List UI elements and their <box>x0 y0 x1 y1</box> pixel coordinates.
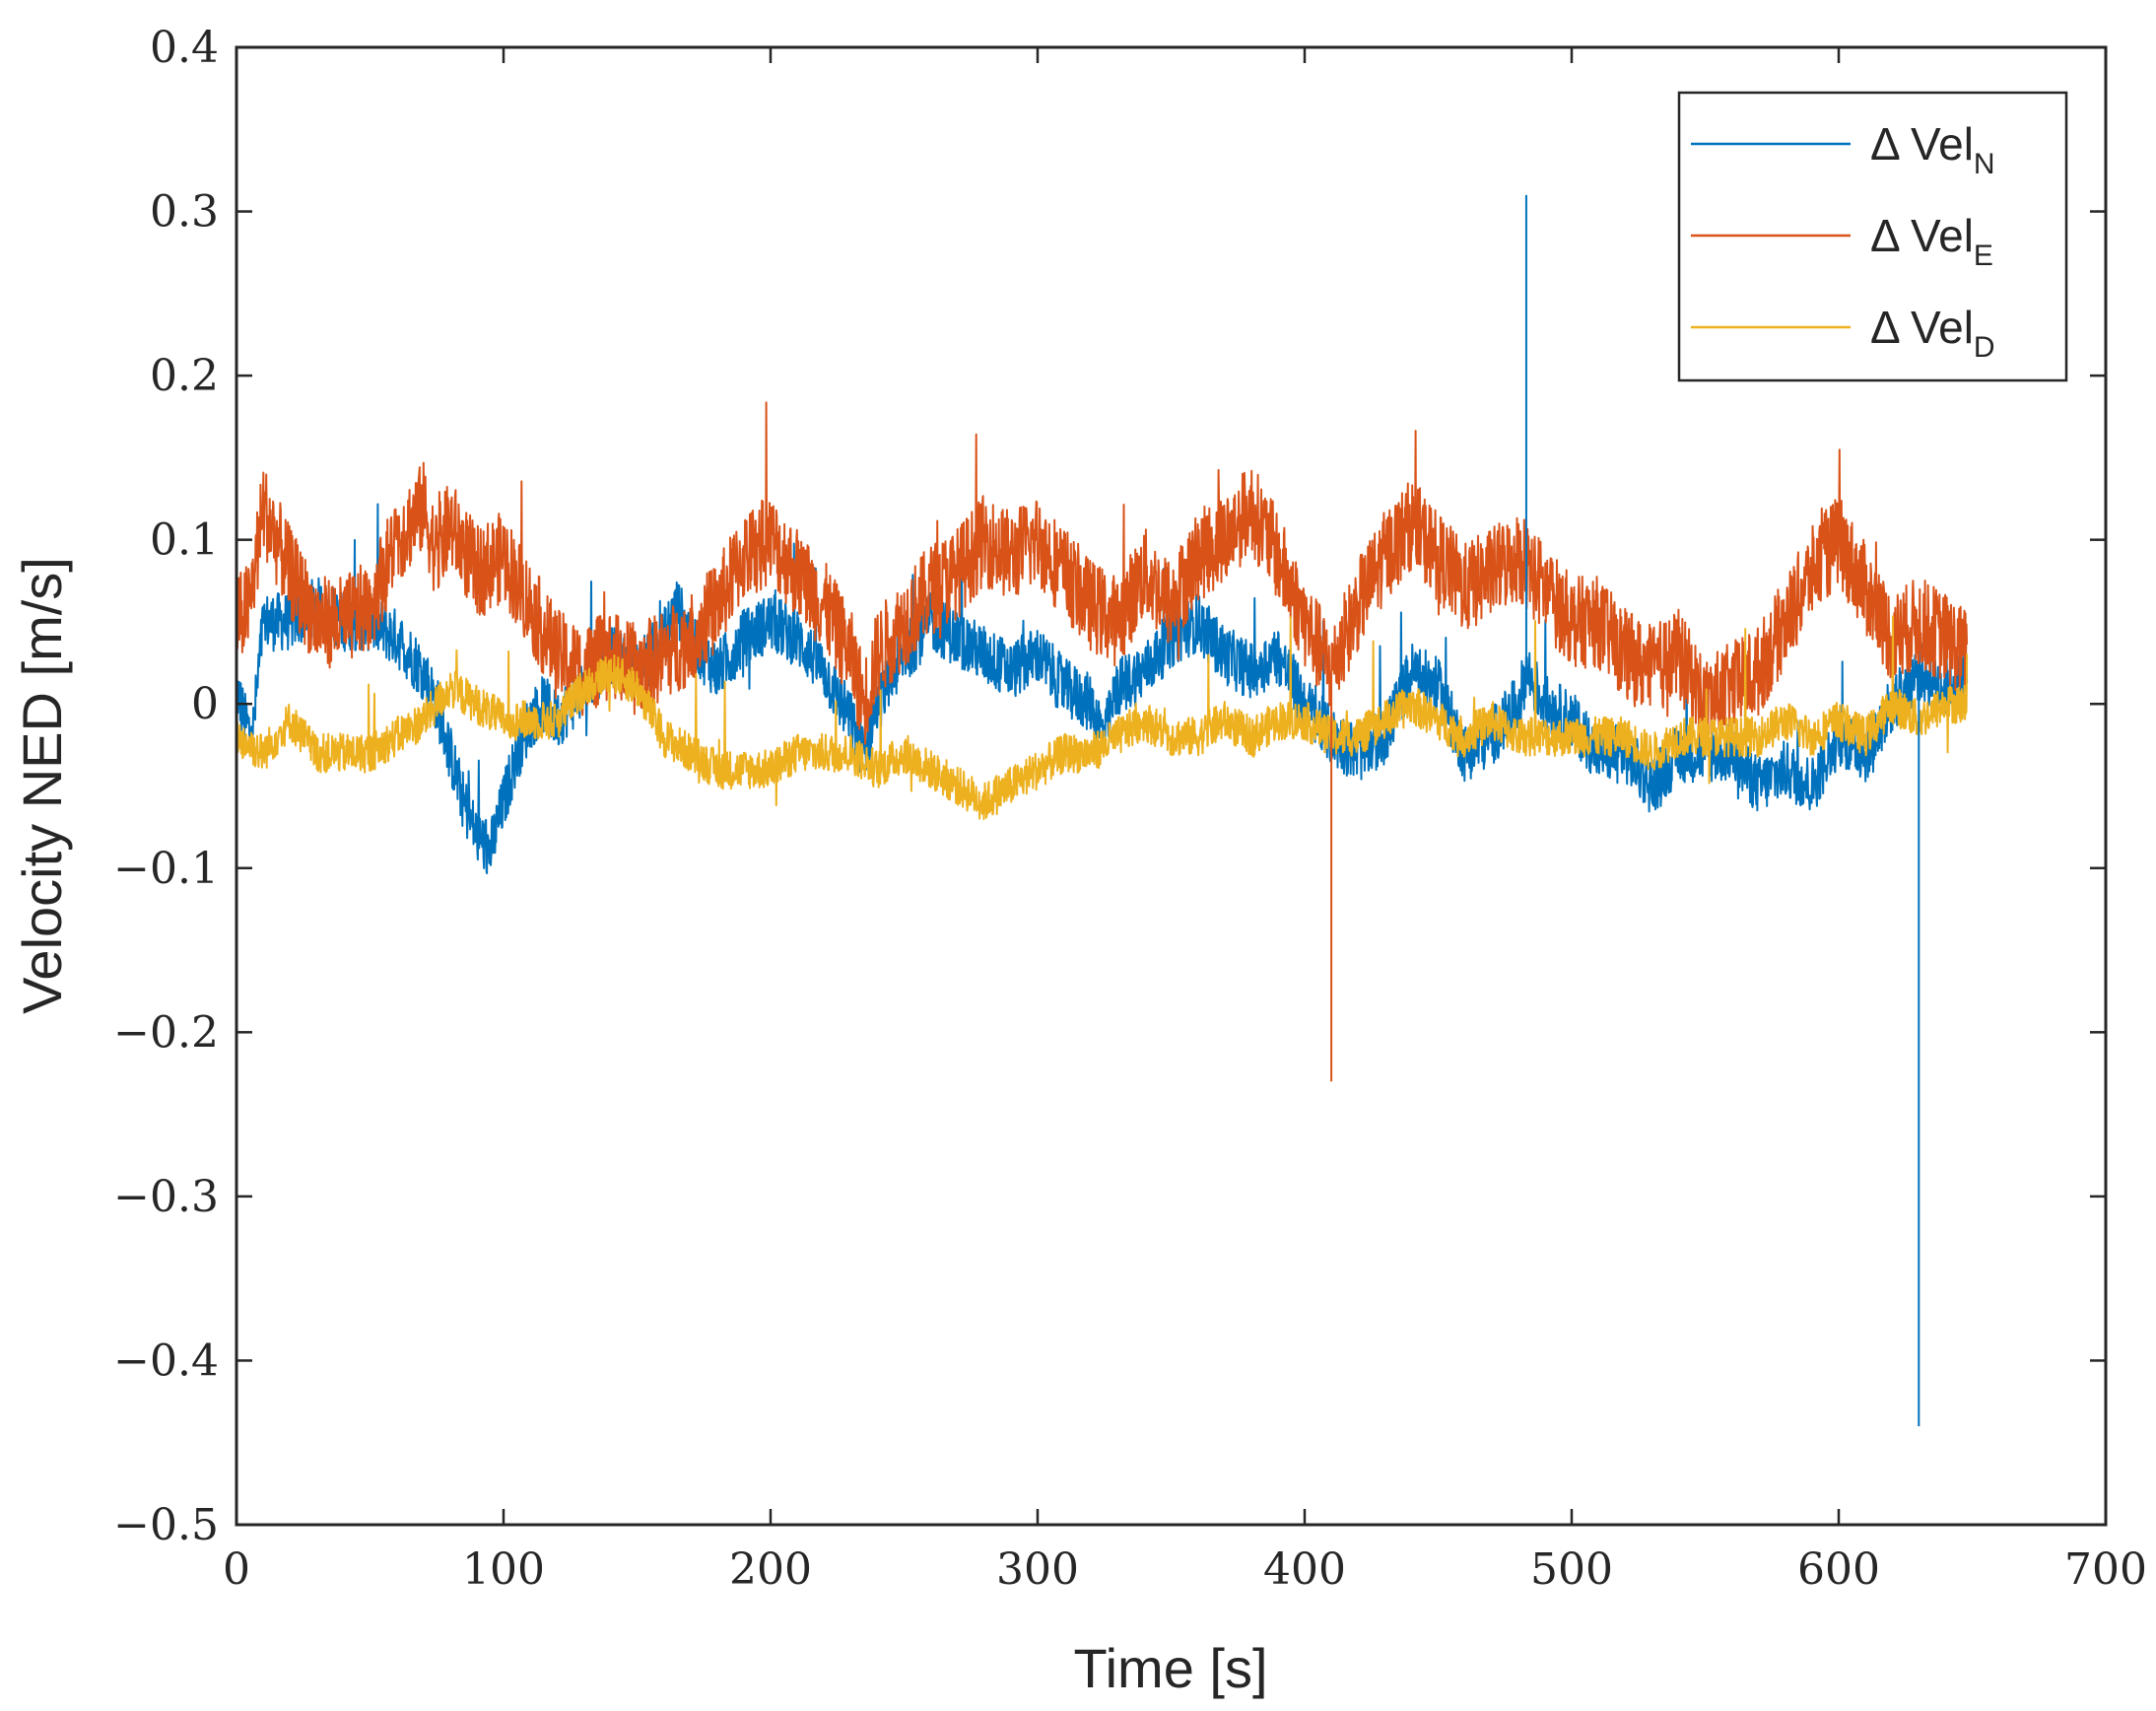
x-tick-label: 400 <box>1263 1544 1346 1595</box>
series-line-d <box>236 615 1969 821</box>
y-tick-label: 0.2 <box>150 351 219 401</box>
legend-subscript: E <box>1974 240 1993 272</box>
y-tick-label: 0.4 <box>150 23 219 73</box>
y-tick-label: 0 <box>191 679 219 729</box>
y-axis-label: Velocity NED [m/s] <box>11 557 73 1014</box>
legend-label-e: Δ VelE <box>1870 210 1993 272</box>
y-tick-label: −0.4 <box>113 1335 219 1386</box>
y-tick-label: −0.3 <box>113 1172 219 1222</box>
x-tick-label: 300 <box>996 1544 1079 1595</box>
legend-subscript: N <box>1974 148 1995 180</box>
y-tick-label: 0.3 <box>150 187 219 238</box>
x-tick-label: 100 <box>462 1544 545 1595</box>
series-layer <box>236 194 1969 1427</box>
legend-label-n: Δ VelN <box>1870 118 1995 180</box>
legend-label-d: Δ VelD <box>1870 302 1995 364</box>
legend-entries: Δ VelN Δ VelE Δ VelD <box>1691 118 1995 364</box>
series-line-e <box>236 401 1969 745</box>
x-tick-label: 700 <box>2064 1544 2147 1595</box>
y-tick-label: −0.5 <box>113 1500 219 1550</box>
ticks-layer: 0 100 200 300 400 500 600 700 0.4 0.3 0.2 0.1 0 −0.1 −… <box>113 23 2147 1595</box>
x-axis-label: Time [s] <box>1073 1637 1267 1699</box>
x-tick-label: 500 <box>1530 1544 1613 1595</box>
y-tick-label: −0.2 <box>113 1007 219 1058</box>
legend-subscript: D <box>1974 331 1995 364</box>
x-tick-label: 600 <box>1797 1544 1880 1595</box>
x-tick-label: 0 <box>223 1544 250 1595</box>
plot-frame <box>235 45 2108 1527</box>
x-tick-label: 200 <box>729 1544 812 1595</box>
y-tick-label: −0.1 <box>113 844 219 894</box>
legend: Δ VelN Δ VelE Δ VelD <box>1677 91 2068 382</box>
y-tick-label: 0.1 <box>150 515 219 566</box>
